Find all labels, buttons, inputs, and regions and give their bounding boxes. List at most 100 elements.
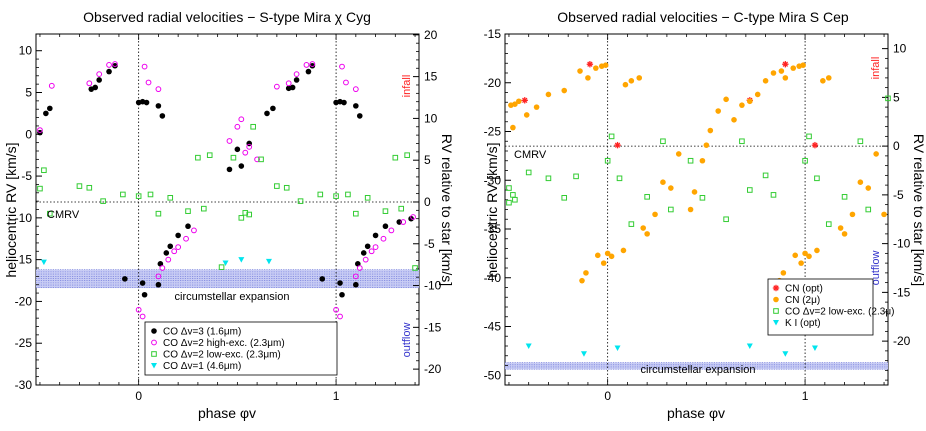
data-point [353, 210, 359, 217]
data-point [573, 173, 579, 180]
data-point [106, 68, 112, 75]
data-point [811, 345, 818, 351]
y2-tick-label: 0 [893, 139, 900, 153]
data-point [746, 343, 753, 349]
data-point [814, 247, 820, 254]
data-point [293, 77, 300, 83]
data-point [364, 243, 371, 250]
data-point [660, 179, 666, 185]
data-point [806, 133, 812, 140]
data-point [289, 84, 296, 91]
data-point [782, 351, 789, 357]
data-point [506, 185, 512, 191]
data-point [37, 127, 43, 134]
data-point [238, 163, 245, 169]
data-point [238, 257, 245, 263]
data-point [333, 306, 339, 313]
data-point [364, 195, 371, 201]
x-tick-label: 1 [333, 389, 340, 403]
expansion-band [36, 269, 419, 289]
data-point [723, 96, 729, 103]
y-tick-label: 0 [25, 127, 32, 141]
data-point [309, 61, 316, 67]
data-point [273, 83, 280, 90]
data-point [270, 105, 276, 112]
data-point [175, 244, 182, 251]
data-point [699, 195, 706, 201]
legend-marker [151, 351, 157, 357]
data-point [41, 167, 47, 174]
data-point [352, 86, 359, 93]
data-point [825, 221, 832, 227]
data-point [604, 157, 611, 164]
data-point [155, 86, 162, 93]
y2-tick-label: -10 [893, 237, 911, 251]
data-point [616, 175, 623, 182]
data-point [175, 232, 181, 239]
data-point [652, 211, 658, 218]
data-point [141, 63, 148, 70]
data-point [545, 91, 552, 98]
data-point [668, 206, 674, 213]
data-point [206, 152, 213, 158]
legend: CN (opt)CN (2μ)CO Δv=2 low-exc. (2.3μ)K … [767, 278, 894, 336]
cmrv-label: CMRV [514, 149, 547, 161]
data-point [362, 256, 369, 263]
data-point [873, 151, 879, 157]
y2-tick-label: 5 [893, 90, 900, 104]
data-point [687, 206, 694, 213]
data-point [100, 198, 106, 204]
data-point [265, 258, 272, 265]
data-point [762, 78, 769, 84]
data-point [857, 138, 864, 145]
data-point [715, 108, 722, 114]
legend-marker [151, 328, 157, 334]
data-point [396, 219, 403, 225]
legend-marker [151, 363, 157, 369]
y-axis-label: heliocentric RV [km/s] [3, 142, 19, 277]
data-point [579, 277, 585, 284]
data-point [195, 154, 201, 161]
data-point [865, 185, 872, 191]
y2-axis-label: RV relative to star [km/s] [911, 134, 926, 286]
data-point [881, 211, 887, 218]
legend-label: CN (opt) [785, 284, 823, 295]
x-axis-label: phase φv [667, 405, 725, 421]
data-point [640, 225, 646, 231]
data-point [106, 62, 112, 68]
cmrv-label: CMRV [47, 209, 80, 221]
data-point [523, 112, 530, 118]
data-point [644, 231, 650, 237]
data-point [309, 62, 316, 69]
x-tick-label: 0 [135, 389, 142, 403]
data-point [96, 71, 103, 78]
data-point [675, 151, 682, 157]
data-point [185, 208, 191, 214]
data-point [222, 260, 229, 266]
data-point [604, 250, 611, 257]
data-point [410, 214, 416, 220]
data-point [122, 276, 128, 282]
data-point [608, 253, 615, 260]
data-point [620, 247, 627, 254]
data-point [739, 102, 745, 108]
data-point [660, 138, 666, 145]
y2-tick-label: -5 [893, 188, 904, 202]
data-point [392, 154, 399, 161]
data-point [145, 79, 152, 86]
data-point [798, 260, 804, 266]
data-point [155, 273, 162, 280]
data-point [382, 208, 389, 214]
chart-title: Observed radial velocities − S-type Mira… [83, 9, 371, 25]
y2-axis-label: RV relative to star [km/s] [439, 134, 455, 286]
y2-tick-label: 0 [424, 195, 431, 209]
y2-tick-label: -5 [424, 237, 435, 251]
data-point [790, 65, 797, 71]
data-point [155, 210, 162, 217]
legend: CO Δv=3 (1.6μm)CO Δv=2 high-exc. (2.3μm)… [144, 321, 338, 376]
data-point [545, 175, 552, 182]
y-tick-label: -30 [484, 173, 502, 187]
legend-marker [773, 320, 779, 326]
y2-tick-label: 10 [893, 42, 907, 56]
legend-label: CO Δv=2 low-exc. (2.3μm) [163, 350, 281, 361]
